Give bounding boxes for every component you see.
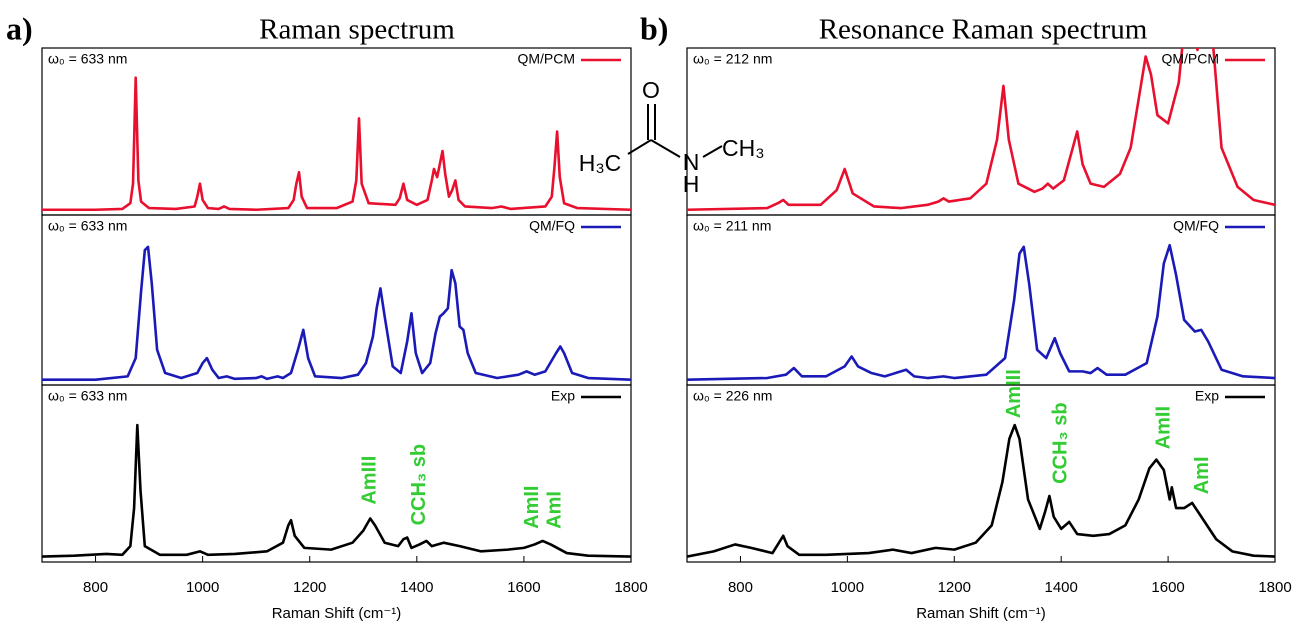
peak-label: AmI bbox=[1191, 456, 1213, 494]
annotation: ω₀ = 211 nm bbox=[693, 218, 771, 234]
panel-label: a) bbox=[6, 10, 33, 46]
x-tick-label: 1400 bbox=[1044, 579, 1077, 596]
annotation: ω₀ = 633 nm bbox=[48, 388, 127, 404]
spectrum-line bbox=[687, 423, 1275, 558]
peak-label: AmIII bbox=[359, 456, 381, 505]
legend-label: QM/PCM bbox=[517, 51, 575, 67]
atom: H bbox=[683, 171, 700, 197]
legend-label: QM/PCM bbox=[1161, 51, 1219, 67]
x-axis-label: Raman Shift (cm⁻¹) bbox=[272, 605, 402, 622]
x-tick-label: 1600 bbox=[507, 579, 540, 596]
legend-label: Exp bbox=[551, 388, 575, 404]
x-tick-label: 1600 bbox=[1151, 579, 1184, 596]
peak-label: AmI bbox=[543, 491, 565, 529]
peak-label: CCH₃ sb bbox=[1050, 402, 1072, 483]
x-tick-label: 1400 bbox=[400, 579, 433, 596]
x-tick-label: 1000 bbox=[186, 579, 219, 596]
annotation: ω₀ = 633 nm bbox=[48, 51, 127, 67]
x-axis-label: Raman Shift (cm⁻¹) bbox=[916, 605, 1046, 622]
legend-label: QM/FQ bbox=[529, 218, 575, 234]
bond bbox=[650, 139, 681, 158]
x-tick-label: 800 bbox=[728, 579, 753, 596]
legend-label: Exp bbox=[1195, 388, 1219, 404]
legend-label: QM/FQ bbox=[1173, 218, 1219, 234]
atom: H₃C bbox=[579, 150, 622, 176]
spectrum-line bbox=[42, 423, 631, 558]
atom: O bbox=[642, 77, 660, 103]
annotation: ω₀ = 633 nm bbox=[48, 218, 127, 234]
spectrum-line bbox=[42, 245, 631, 381]
x-tick-label: 1800 bbox=[614, 579, 647, 596]
plot-frame bbox=[41, 384, 632, 563]
bond bbox=[702, 145, 723, 158]
panel-title: Raman spectrum bbox=[259, 14, 455, 46]
panel-label: b) bbox=[640, 10, 668, 46]
molecule bbox=[627, 104, 723, 158]
spectrum-line bbox=[42, 76, 631, 212]
x-tick-label: 1000 bbox=[831, 579, 864, 596]
plot-frame bbox=[686, 384, 1276, 563]
x-tick-label: 1800 bbox=[1258, 579, 1291, 596]
x-tick-label: 800 bbox=[83, 579, 108, 596]
annotation: ω₀ = 226 nm bbox=[693, 388, 772, 404]
panel-title: Resonance Raman spectrum bbox=[819, 14, 1148, 46]
peak-label: AmII bbox=[1153, 406, 1175, 449]
peak-label: CCH₃ sb bbox=[408, 444, 430, 525]
annotation: ω₀ = 212 nm bbox=[693, 51, 772, 67]
peak-label: AmIII bbox=[1003, 369, 1025, 418]
plot-frame bbox=[41, 214, 632, 386]
plot-frame bbox=[41, 47, 632, 216]
x-tick-label: 1200 bbox=[938, 579, 971, 596]
spectrum-line bbox=[687, 243, 1275, 381]
x-tick-label: 1200 bbox=[293, 579, 326, 596]
atom: CH₃ bbox=[722, 135, 765, 161]
atom: N bbox=[683, 149, 700, 175]
spectrum-line bbox=[687, 48, 1275, 212]
plot-frame bbox=[686, 214, 1276, 386]
bond bbox=[627, 139, 652, 155]
peak-label: AmII bbox=[521, 486, 543, 529]
